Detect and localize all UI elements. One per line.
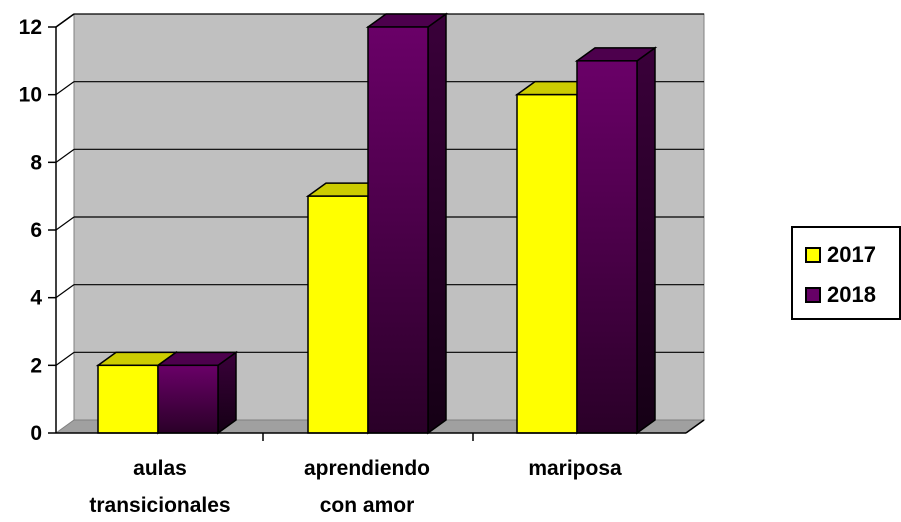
- category-label-1-1: con amor: [320, 494, 415, 517]
- bar-front-2018-0: [157, 364, 219, 434]
- bar-side-2018-2: [636, 46, 656, 435]
- y-tick-label-0: 0: [30, 422, 42, 445]
- legend-label-2018: 2018: [827, 282, 876, 307]
- bar-front-2017-0: [97, 364, 159, 434]
- gridline-depth-4: [55, 284, 75, 299]
- y-tick-label-10: 10: [19, 84, 42, 107]
- bar-2018-2: [574, 46, 658, 435]
- legend-item-2018: 2018: [805, 282, 876, 308]
- bar-front-2017-2: [516, 93, 578, 434]
- y-tick-label-8: 8: [30, 151, 42, 174]
- category-label-1-0: aprendiendo: [304, 457, 430, 480]
- bar-side-2018-1: [427, 12, 447, 435]
- bars: [95, 12, 658, 435]
- bar-front-2017-1: [307, 195, 369, 434]
- y-axis-top: [55, 13, 75, 28]
- bar-2018-1: [365, 12, 449, 435]
- gridline-depth-2: [55, 351, 75, 366]
- legend-swatch-2017: [805, 247, 821, 263]
- x-axis-end: [685, 419, 705, 434]
- y-tick-label-4: 4: [30, 287, 42, 310]
- y-tick-label-6: 6: [30, 219, 42, 242]
- bar-side-2018-0: [217, 350, 237, 435]
- bar-front-2018-1: [367, 26, 429, 434]
- legend-label-2017: 2017: [827, 242, 876, 267]
- category-label-2-0: mariposa: [528, 457, 622, 480]
- legend-swatch-2018: [805, 287, 821, 303]
- axes: [48, 13, 705, 441]
- y-tick-label-2: 2: [30, 354, 42, 377]
- gridline-depth-8: [55, 148, 75, 163]
- bar-front-2018-2: [576, 60, 638, 434]
- gridline-depth-10: [55, 81, 75, 96]
- legend: 2017 2018: [791, 226, 901, 320]
- legend-item-2017: 2017: [805, 242, 876, 268]
- axis-labels: 0 2 4 6 8 10 12 aulas transicionales aprendiendo c…: [19, 16, 622, 517]
- category-label-0-0: aulas: [133, 457, 187, 480]
- y-tick-label-12: 12: [19, 16, 42, 39]
- bar-2018-0: [155, 350, 239, 435]
- gridline-depth-6: [55, 216, 75, 231]
- category-label-0-1: transicionales: [89, 494, 230, 517]
